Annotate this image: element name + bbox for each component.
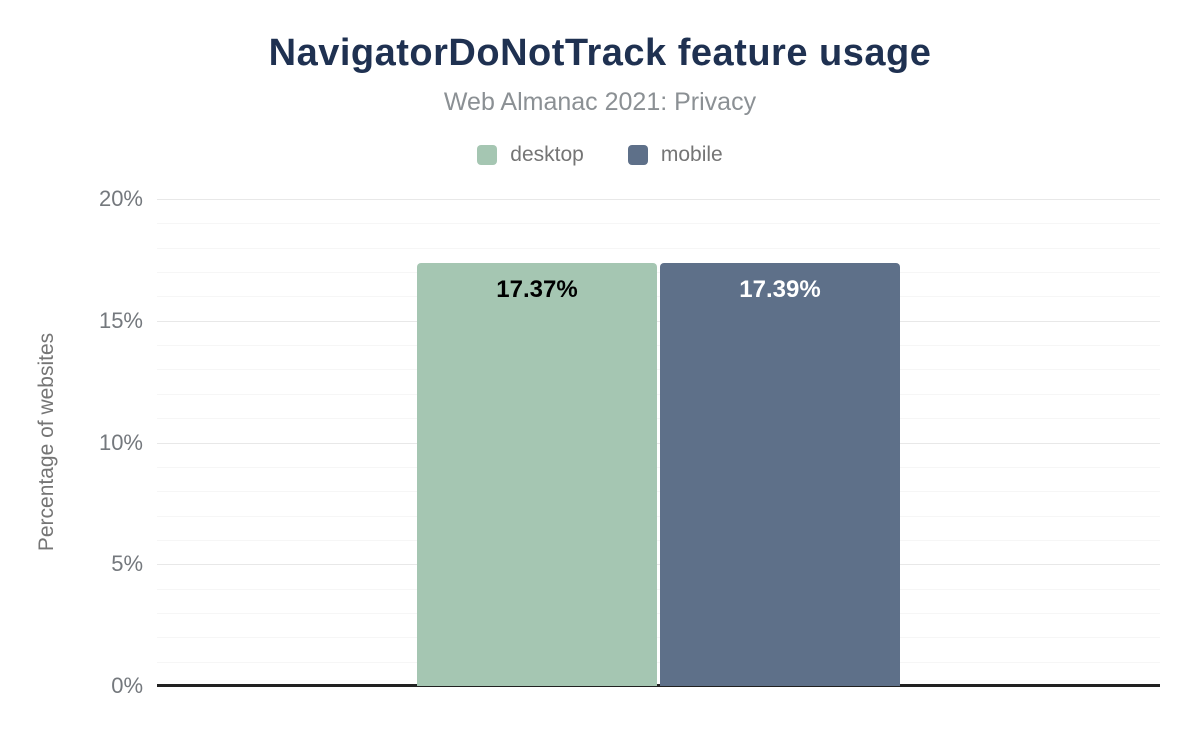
gridline-major-15 bbox=[157, 320, 1160, 322]
legend-label-desktop: desktop bbox=[510, 143, 584, 166]
legend-label-mobile: mobile bbox=[660, 143, 723, 166]
gridline-minor-7 bbox=[157, 515, 1160, 517]
gridline-minor-19 bbox=[157, 223, 1160, 225]
gridline-major-5 bbox=[157, 564, 1160, 566]
gridline-minor-18 bbox=[157, 247, 1160, 249]
gridline-minor-4 bbox=[157, 588, 1160, 590]
chart-title: NavigatorDoNotTrack feature usage bbox=[268, 32, 932, 74]
bar-mobile: 17.39% bbox=[660, 262, 900, 686]
desktop-swatch-icon bbox=[477, 145, 498, 165]
gridline-major-20 bbox=[157, 199, 1160, 200]
y-tick-label-0%: 0% bbox=[111, 673, 143, 698]
gridline-minor-16 bbox=[157, 296, 1160, 298]
gridline-minor-11 bbox=[157, 418, 1160, 420]
legend-item-mobile: mobile bbox=[627, 143, 723, 167]
bar-label-mobile: 17.39% bbox=[739, 275, 821, 303]
gridline-major-10 bbox=[157, 442, 1160, 444]
gridline-minor-17 bbox=[157, 272, 1160, 274]
bar-label-desktop: 17.37% bbox=[496, 276, 578, 304]
gridline-minor-9 bbox=[157, 466, 1160, 468]
chart-subtitle: Web Almanac 2021: Privacy bbox=[443, 88, 757, 116]
gridline-minor-8 bbox=[157, 491, 1160, 493]
gridline-minor-14 bbox=[157, 345, 1160, 347]
plot-area: 17.37% 17.39% bbox=[157, 199, 1160, 687]
gridline-minor-6 bbox=[157, 539, 1160, 541]
mobile-swatch-icon bbox=[627, 145, 648, 165]
gridline-minor-3 bbox=[157, 612, 1160, 614]
legend: desktop mobile bbox=[0, 143, 1200, 167]
bar-desktop: 17.37% bbox=[417, 263, 657, 686]
gridline-minor-13 bbox=[157, 369, 1160, 371]
y-tick-label-15%: 15% bbox=[98, 307, 143, 333]
gridline-minor-12 bbox=[157, 393, 1160, 395]
gridline-minor-1 bbox=[157, 661, 1160, 663]
y-tick-label-5%: 5% bbox=[111, 551, 143, 577]
x-axis-line bbox=[157, 684, 1160, 687]
y-tick-label-20%: 20% bbox=[98, 186, 143, 211]
y-tick-label-10%: 10% bbox=[98, 429, 143, 455]
gridline-minor-2 bbox=[157, 637, 1160, 639]
legend-item-desktop: desktop bbox=[477, 143, 584, 167]
